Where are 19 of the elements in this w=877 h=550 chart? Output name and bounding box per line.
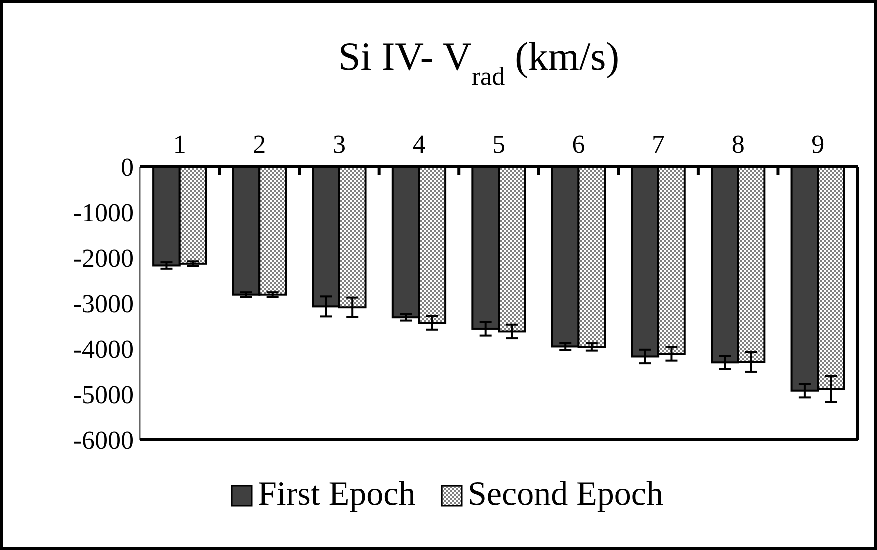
x-tick-label: 6 <box>572 130 586 159</box>
y-tick-label: -3000 <box>73 290 134 319</box>
legend-label: First Epoch <box>258 476 416 513</box>
x-tick-label: 5 <box>492 130 506 159</box>
x-tick-label: 3 <box>332 130 346 159</box>
chart-title: Si IV- V$_{rad}$ (km/s) <box>338 34 620 90</box>
x-tick-label: 1 <box>173 130 186 159</box>
x-tick-label: 9 <box>812 130 825 159</box>
legend-label: Second Epoch <box>468 476 664 513</box>
x-tick-label: 8 <box>732 130 745 159</box>
x-tick-label: 7 <box>652 130 666 159</box>
y-tick-label: -5000 <box>73 380 134 410</box>
y-tick-label: -4000 <box>73 335 134 364</box>
y-tick-label: -2000 <box>73 244 134 274</box>
y-tick-label: -6000 <box>73 426 134 456</box>
y-tick-label: 0 <box>121 153 134 182</box>
y-tick-label: -1000 <box>73 198 134 228</box>
x-tick-label: 4 <box>412 130 426 159</box>
x-tick-label: 2 <box>253 130 266 159</box>
